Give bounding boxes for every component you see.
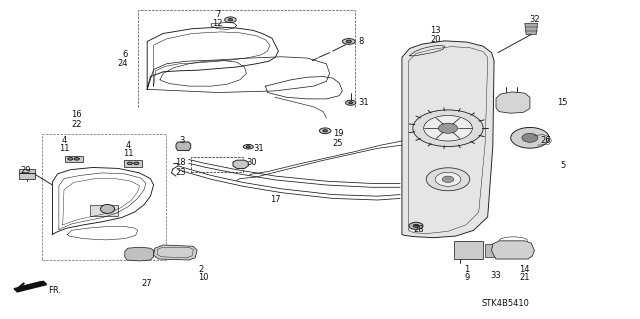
Text: 31: 31 [358,98,369,107]
Ellipse shape [349,102,353,104]
Polygon shape [176,142,191,151]
Polygon shape [525,23,538,34]
Ellipse shape [442,176,454,182]
Text: 5: 5 [560,161,565,170]
Text: FR.: FR. [48,286,61,295]
Text: 13: 13 [430,26,440,35]
Polygon shape [233,160,248,168]
Text: 3: 3 [180,136,185,145]
Text: 6: 6 [123,50,128,59]
Text: 7: 7 [215,10,220,19]
Text: 17: 17 [270,195,280,204]
Text: 8: 8 [358,37,364,46]
Bar [42,134,166,260]
Polygon shape [124,160,142,167]
Text: 20: 20 [430,35,440,44]
Ellipse shape [522,133,538,142]
Ellipse shape [426,168,470,191]
Text: STK4B5410: STK4B5410 [482,299,529,308]
Ellipse shape [228,19,233,21]
Polygon shape [496,92,530,113]
Polygon shape [65,156,83,162]
Text: 10: 10 [198,273,209,282]
Ellipse shape [100,204,115,213]
Bar [90,205,118,216]
Text: 25: 25 [333,139,343,148]
Ellipse shape [243,145,253,149]
Ellipse shape [435,172,461,186]
Ellipse shape [413,110,483,147]
Text: 32: 32 [529,15,540,24]
Ellipse shape [319,128,331,134]
Text: 27: 27 [142,279,152,288]
Ellipse shape [342,39,355,44]
Text: 4: 4 [125,141,131,150]
Ellipse shape [68,158,73,160]
Bar [485,244,495,257]
Text: 11: 11 [123,149,133,158]
Text: 11: 11 [59,144,69,153]
Text: 29: 29 [20,166,31,175]
Bar [19,169,35,179]
Text: 12: 12 [212,19,223,28]
Text: 24: 24 [118,59,128,68]
Text: 14: 14 [520,265,530,274]
Polygon shape [125,247,154,261]
Ellipse shape [346,40,351,43]
Ellipse shape [438,123,458,133]
Text: 28: 28 [414,225,424,234]
Ellipse shape [74,158,79,160]
Ellipse shape [127,162,132,165]
Text: 16: 16 [72,110,82,119]
Ellipse shape [413,225,419,227]
Ellipse shape [246,146,250,148]
Text: 33: 33 [491,271,501,280]
Polygon shape [402,41,494,238]
Text: 30: 30 [246,158,257,167]
Text: 22: 22 [72,120,82,129]
Polygon shape [492,241,534,259]
Text: 23: 23 [175,168,186,177]
Text: 18: 18 [175,158,186,167]
Ellipse shape [511,128,549,148]
Text: 26: 26 [541,136,552,145]
Polygon shape [14,281,47,292]
Ellipse shape [409,222,423,229]
Text: 4: 4 [61,136,67,145]
Ellipse shape [323,130,328,132]
Text: 21: 21 [520,273,530,282]
Ellipse shape [424,115,472,141]
Bar [191,157,243,172]
Ellipse shape [134,162,139,165]
Ellipse shape [346,100,356,105]
Bar [454,241,483,259]
Text: 19: 19 [333,130,343,138]
Ellipse shape [225,17,236,23]
Text: 31: 31 [253,144,264,153]
Polygon shape [154,245,197,260]
Text: 15: 15 [557,98,567,107]
Text: 1: 1 [465,265,470,274]
Text: 2: 2 [198,265,204,274]
Text: 9: 9 [465,273,470,282]
